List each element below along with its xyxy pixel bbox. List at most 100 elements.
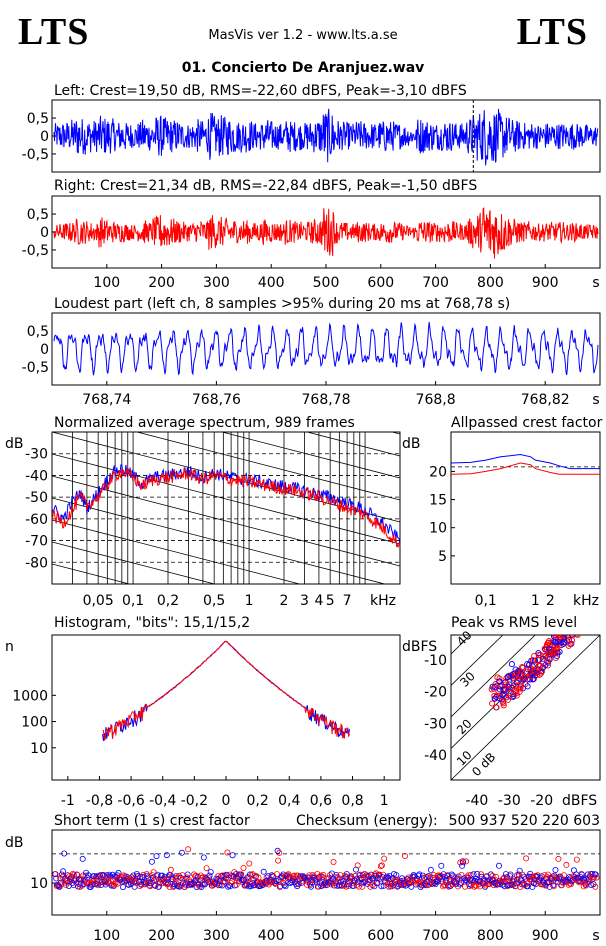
spectrum-slope-line: [52, 674, 400, 764]
short-term-point: [552, 867, 559, 874]
short-term-point: [245, 875, 252, 882]
histogram-xtick-label: -0,2: [181, 793, 208, 809]
right-waveform-ytick-label: 0: [40, 225, 49, 241]
short-term-point: [174, 874, 181, 881]
short-term-point: [203, 865, 210, 872]
spectrum-slope-line: [305, 432, 400, 457]
peak-rms-point: [496, 675, 503, 682]
histogram-xtick-label: -0,6: [117, 793, 144, 809]
short-term-point: [456, 881, 463, 888]
peak-rms-point: [574, 635, 581, 638]
short-term-point: [550, 883, 557, 890]
short-term-point: [463, 858, 470, 865]
short-term-xtick-label: 600: [367, 928, 394, 944]
short-term-point: [561, 872, 568, 879]
peak-rms-point: [564, 635, 571, 638]
crest-ytick-label: 10: [429, 521, 447, 537]
spectrum-xtick-label: 7: [343, 593, 352, 609]
peak-rms-point: [549, 649, 556, 656]
spectrum-xtick-label: 0,2: [157, 593, 179, 609]
peak-rms-point: [520, 675, 527, 682]
short-term-point: [222, 878, 229, 885]
spectrum-ytick-label: -80: [25, 555, 48, 571]
peak-rms-point: [499, 692, 506, 699]
short-term-point: [374, 879, 381, 886]
peak-rms-xtick-label: -20: [530, 793, 553, 809]
short-term-point: [493, 873, 500, 880]
short-term-point: [200, 854, 207, 861]
short-term-point: [140, 871, 147, 878]
spectrum-slope-line: [52, 563, 131, 584]
peak-rms-point: [562, 635, 568, 637]
short-term-point: [427, 866, 434, 873]
short-term-point: [483, 873, 490, 880]
short-term-point: [167, 866, 174, 873]
short-term-point: [331, 882, 338, 889]
short-term-point: [592, 883, 599, 890]
short-term-point: [222, 875, 229, 882]
peak-rms-point: [524, 661, 531, 668]
short-term-point: [198, 874, 205, 881]
time-tick-label: 400: [258, 275, 285, 291]
short-term-point: [573, 856, 580, 863]
short-term-point: [52, 871, 59, 878]
histogram-xtick-label: -1: [61, 793, 75, 809]
crest-xtick-label: 0,1: [475, 593, 497, 609]
short-term-point: [507, 871, 514, 878]
short-term-point: [523, 855, 530, 862]
histogram-title: Histogram, "bits": 15,1/15,2: [54, 615, 250, 631]
peak-rms-point: [514, 677, 521, 684]
short-term-point: [401, 881, 408, 888]
short-term-point: [524, 883, 531, 890]
histogram-xtick-label: -0,8: [86, 793, 113, 809]
spectrum-ytick-label: -30: [25, 447, 48, 463]
crest-ytick-label: 5: [438, 549, 447, 565]
peak-rms-frame: [450, 634, 601, 781]
peak-rms-point: [519, 664, 526, 672]
short-term-point: [361, 879, 368, 886]
crest-factor-title: Allpassed crest factor: [451, 415, 603, 431]
short-term-point: [219, 882, 226, 889]
peak-rms-point: [530, 666, 538, 674]
peak-rms-point: [530, 657, 537, 664]
peak-rms-point: [569, 635, 576, 638]
short-term-point: [459, 862, 466, 869]
short-term-point: [88, 881, 95, 888]
short-term-xtick-label: 100: [93, 928, 120, 944]
loudest-part-trace: [53, 321, 599, 376]
peak-rms-point: [541, 645, 548, 652]
short-term-point: [275, 857, 282, 864]
short-term-point: [457, 879, 464, 886]
short-term-point: [238, 871, 245, 878]
spectrum-slope-line: [135, 432, 400, 501]
peak-rms-point: [531, 652, 538, 660]
short-term-point: [130, 872, 137, 879]
right-waveform-title: Right: Crest=21,34 dB, RMS=-22,84 dBFS, …: [54, 178, 477, 194]
checksum-label: Checksum (energy):: [296, 813, 438, 829]
short-term-point: [373, 880, 380, 887]
short-term-point: [115, 869, 122, 876]
short-term-point: [307, 883, 314, 890]
spectrum-xtick-label: 0,1: [122, 593, 144, 609]
spectrum-slope-line: [220, 432, 400, 479]
short-term-point: [79, 882, 86, 889]
peak-rms-point: [519, 664, 526, 671]
short-term-point: [166, 884, 173, 891]
short-term-point: [454, 883, 461, 890]
short-term-point: [95, 873, 102, 880]
short-term-point: [302, 874, 309, 881]
peak-rms-point: [493, 704, 500, 711]
short-term-point: [516, 867, 523, 874]
short-term-point: [153, 853, 160, 860]
spectrum-xtick-label: 2: [280, 593, 289, 609]
left-waveform-ytick-label: 0: [40, 129, 49, 145]
short-term-point: [155, 883, 162, 890]
short-term-point: [416, 871, 423, 878]
short-term-point: [336, 875, 343, 882]
short-term-point: [487, 871, 494, 878]
crest-xtick-label: 2: [546, 593, 555, 609]
short-term-point: [483, 873, 490, 880]
short-term-point: [474, 870, 481, 877]
peak-rms-point: [496, 695, 503, 702]
short-term-point: [326, 872, 333, 879]
